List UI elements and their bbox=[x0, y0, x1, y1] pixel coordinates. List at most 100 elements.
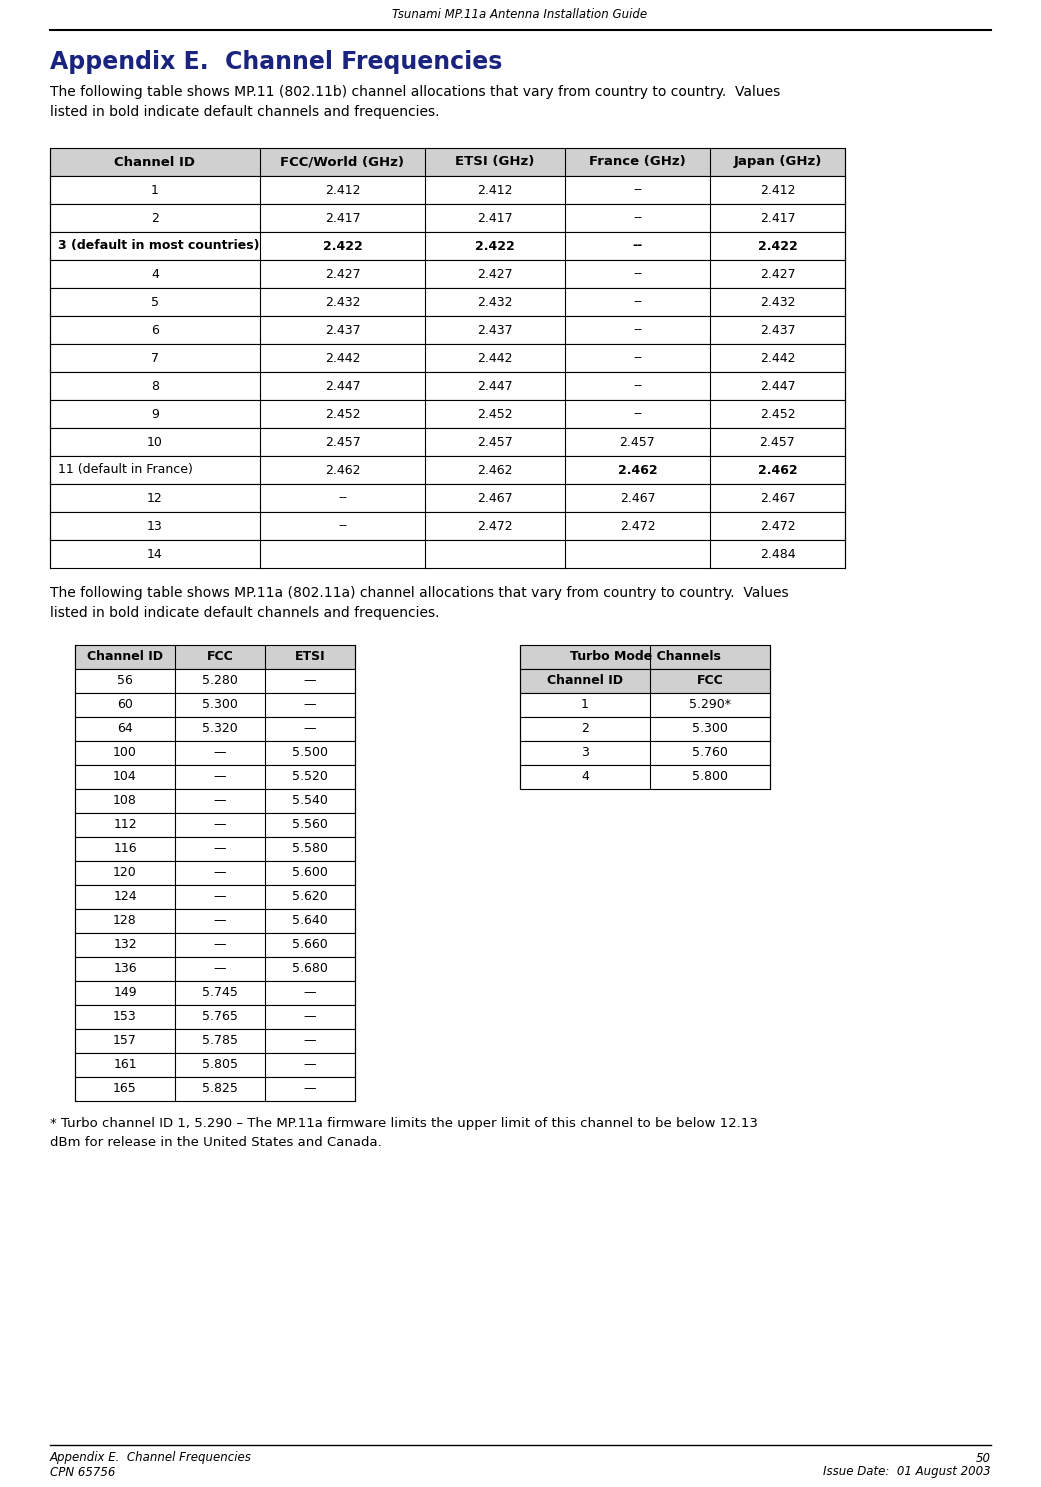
Text: 13: 13 bbox=[147, 519, 162, 532]
Bar bbox=[75, 981, 355, 1005]
Bar bbox=[75, 885, 355, 909]
Text: dBm for release in the United States and Canada.: dBm for release in the United States and… bbox=[50, 1136, 382, 1148]
Text: 6: 6 bbox=[151, 324, 159, 336]
Bar bbox=[75, 861, 355, 885]
Text: 2.417: 2.417 bbox=[325, 211, 360, 225]
Text: 2.412: 2.412 bbox=[325, 183, 360, 196]
Text: 5.520: 5.520 bbox=[293, 770, 328, 784]
Text: 5.680: 5.680 bbox=[293, 962, 328, 975]
Text: --: -- bbox=[338, 519, 347, 532]
Bar bbox=[75, 693, 355, 717]
Text: 1: 1 bbox=[151, 183, 159, 196]
Text: —: — bbox=[213, 770, 226, 784]
Text: --: -- bbox=[633, 296, 642, 308]
Text: —: — bbox=[304, 986, 316, 999]
Text: 136: 136 bbox=[113, 962, 136, 975]
Text: 108: 108 bbox=[113, 794, 137, 807]
Bar bbox=[75, 669, 355, 693]
Text: 120: 120 bbox=[113, 867, 136, 879]
Text: 2.467: 2.467 bbox=[760, 492, 795, 504]
Text: Appendix E.  Channel Frequencies: Appendix E. Channel Frequencies bbox=[50, 51, 503, 74]
Text: 12: 12 bbox=[147, 492, 162, 504]
Text: 2.422: 2.422 bbox=[758, 239, 797, 253]
Text: 11 (default in France): 11 (default in France) bbox=[58, 464, 193, 476]
Text: 104: 104 bbox=[113, 770, 136, 784]
Text: 2.452: 2.452 bbox=[760, 407, 795, 421]
Text: 2.472: 2.472 bbox=[619, 519, 656, 532]
Bar bbox=[50, 457, 845, 483]
Text: Turbo Mode Channels: Turbo Mode Channels bbox=[569, 650, 720, 663]
Text: listed in bold indicate default channels and frequencies.: listed in bold indicate default channels… bbox=[50, 106, 439, 119]
Bar bbox=[50, 428, 845, 457]
Text: * Turbo channel ID 1, 5.290 – The MP.11a firmware limits the upper limit of this: * Turbo channel ID 1, 5.290 – The MP.11a… bbox=[50, 1117, 758, 1130]
Text: 2.427: 2.427 bbox=[760, 268, 795, 281]
Text: 2.484: 2.484 bbox=[760, 547, 795, 561]
Text: —: — bbox=[304, 1011, 316, 1023]
Bar bbox=[50, 372, 845, 400]
Bar bbox=[50, 288, 845, 317]
Bar bbox=[75, 764, 355, 790]
Bar bbox=[520, 717, 770, 741]
Text: --: -- bbox=[633, 407, 642, 421]
Text: 5.640: 5.640 bbox=[293, 915, 328, 928]
Text: 116: 116 bbox=[113, 843, 136, 855]
Text: Channel ID: Channel ID bbox=[115, 156, 196, 168]
Text: 132: 132 bbox=[113, 938, 136, 952]
Text: 2.422: 2.422 bbox=[475, 239, 515, 253]
Bar bbox=[75, 1053, 355, 1077]
Text: 4: 4 bbox=[581, 770, 589, 784]
Bar bbox=[520, 693, 770, 717]
Text: —: — bbox=[213, 891, 226, 904]
Text: --: -- bbox=[338, 492, 347, 504]
Text: 5.300: 5.300 bbox=[202, 699, 238, 711]
Text: 2.452: 2.452 bbox=[477, 407, 513, 421]
Bar bbox=[50, 204, 845, 232]
Text: 112: 112 bbox=[113, 818, 136, 831]
Text: 2.422: 2.422 bbox=[323, 239, 362, 253]
Text: 5.805: 5.805 bbox=[202, 1059, 238, 1072]
Bar bbox=[50, 540, 845, 568]
Bar bbox=[75, 958, 355, 981]
Text: FCC: FCC bbox=[206, 650, 233, 663]
Text: 5.300: 5.300 bbox=[692, 723, 728, 736]
Text: 2.462: 2.462 bbox=[617, 464, 657, 476]
Bar bbox=[75, 1077, 355, 1100]
Bar bbox=[75, 837, 355, 861]
Text: 2.427: 2.427 bbox=[477, 268, 513, 281]
Text: 128: 128 bbox=[113, 915, 136, 928]
Text: —: — bbox=[213, 746, 226, 760]
Bar bbox=[75, 909, 355, 932]
Text: 2.432: 2.432 bbox=[760, 296, 795, 308]
Bar bbox=[50, 317, 845, 343]
Text: 10: 10 bbox=[147, 436, 163, 449]
Text: 2.457: 2.457 bbox=[760, 436, 795, 449]
Text: 100: 100 bbox=[113, 746, 137, 760]
Text: --: -- bbox=[633, 379, 642, 393]
Bar bbox=[75, 717, 355, 741]
Text: 2.462: 2.462 bbox=[477, 464, 513, 476]
Bar bbox=[50, 232, 845, 260]
Bar bbox=[75, 741, 355, 764]
Text: --: -- bbox=[632, 239, 642, 253]
Text: --: -- bbox=[633, 183, 642, 196]
Text: 5.745: 5.745 bbox=[202, 986, 238, 999]
Text: 7: 7 bbox=[151, 351, 159, 364]
Text: CPN 65756: CPN 65756 bbox=[50, 1466, 116, 1478]
Text: The following table shows MP.11a (802.11a) channel allocations that vary from co: The following table shows MP.11a (802.11… bbox=[50, 586, 789, 599]
Text: The following table shows MP.11 (802.11b) channel allocations that vary from cou: The following table shows MP.11 (802.11b… bbox=[50, 85, 781, 100]
Text: 5.785: 5.785 bbox=[202, 1035, 238, 1047]
Bar bbox=[75, 932, 355, 958]
Text: France (GHz): France (GHz) bbox=[589, 156, 686, 168]
Text: —: — bbox=[304, 675, 316, 687]
Text: 2.412: 2.412 bbox=[760, 183, 795, 196]
Bar bbox=[50, 175, 845, 204]
Text: —: — bbox=[213, 843, 226, 855]
Text: Appendix E.  Channel Frequencies: Appendix E. Channel Frequencies bbox=[50, 1451, 252, 1465]
Bar bbox=[75, 1005, 355, 1029]
Text: 5.600: 5.600 bbox=[293, 867, 328, 879]
Bar bbox=[50, 260, 845, 288]
Bar bbox=[75, 813, 355, 837]
Text: 2.437: 2.437 bbox=[477, 324, 513, 336]
Bar bbox=[520, 741, 770, 764]
Text: Japan (GHz): Japan (GHz) bbox=[733, 156, 821, 168]
